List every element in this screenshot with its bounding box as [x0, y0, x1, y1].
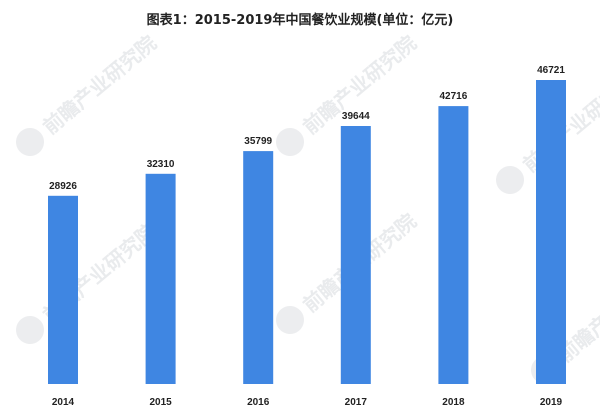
- watermark-layer: 前瞻产业研究院 前瞻产业研究院 前瞻产业研究院 前瞻产业研究院 前瞻产业研究院 …: [16, 31, 600, 384]
- x-tick-label-2015: 2015: [149, 397, 172, 408]
- x-tick-label-2019: 2019: [540, 397, 563, 408]
- x-tick-label-2017: 2017: [345, 397, 368, 408]
- bar-2014: [48, 195, 78, 384]
- value-label-2014: 28926: [49, 181, 77, 192]
- watermark-text: 前瞻产业研究院: [38, 31, 161, 139]
- value-label-2018: 42716: [439, 91, 467, 102]
- bar-2016: [243, 151, 274, 384]
- x-tick-label-2016: 2016: [247, 397, 270, 408]
- watermark-logo-icon: [496, 166, 524, 194]
- value-labels-layer: 28926 32310 35799 39644 42716 46721: [49, 65, 565, 192]
- watermark-1: 前瞻产业研究院: [16, 31, 161, 156]
- x-tick-label-2018: 2018: [442, 397, 465, 408]
- watermark-logo-icon: [276, 128, 304, 156]
- value-label-2019: 46721: [537, 65, 565, 76]
- chart-title: 图表1：2015-2019年中国餐饮业规模(单位：亿元): [146, 13, 454, 28]
- value-label-2015: 32310: [147, 159, 175, 170]
- bar-2018: [438, 106, 469, 384]
- bars-layer: [48, 80, 566, 384]
- x-tick-label-2014: 2014: [52, 397, 75, 408]
- watermark-logo-icon: [16, 316, 44, 344]
- watermark-4: 前瞻产业研究院: [16, 219, 161, 344]
- watermark-logo-icon: [276, 306, 304, 334]
- watermark-logo-icon: [16, 128, 44, 156]
- value-label-2016: 35799: [244, 136, 272, 147]
- x-axis-ticks: 2014 2015 2016 2017 2018 2019: [52, 397, 563, 408]
- watermark-text: 前瞻产业研究院: [298, 31, 421, 139]
- bar-2019: [536, 80, 566, 384]
- value-label-2017: 39644: [342, 111, 370, 122]
- bar-2017: [340, 126, 371, 384]
- bar-2015: [145, 173, 176, 384]
